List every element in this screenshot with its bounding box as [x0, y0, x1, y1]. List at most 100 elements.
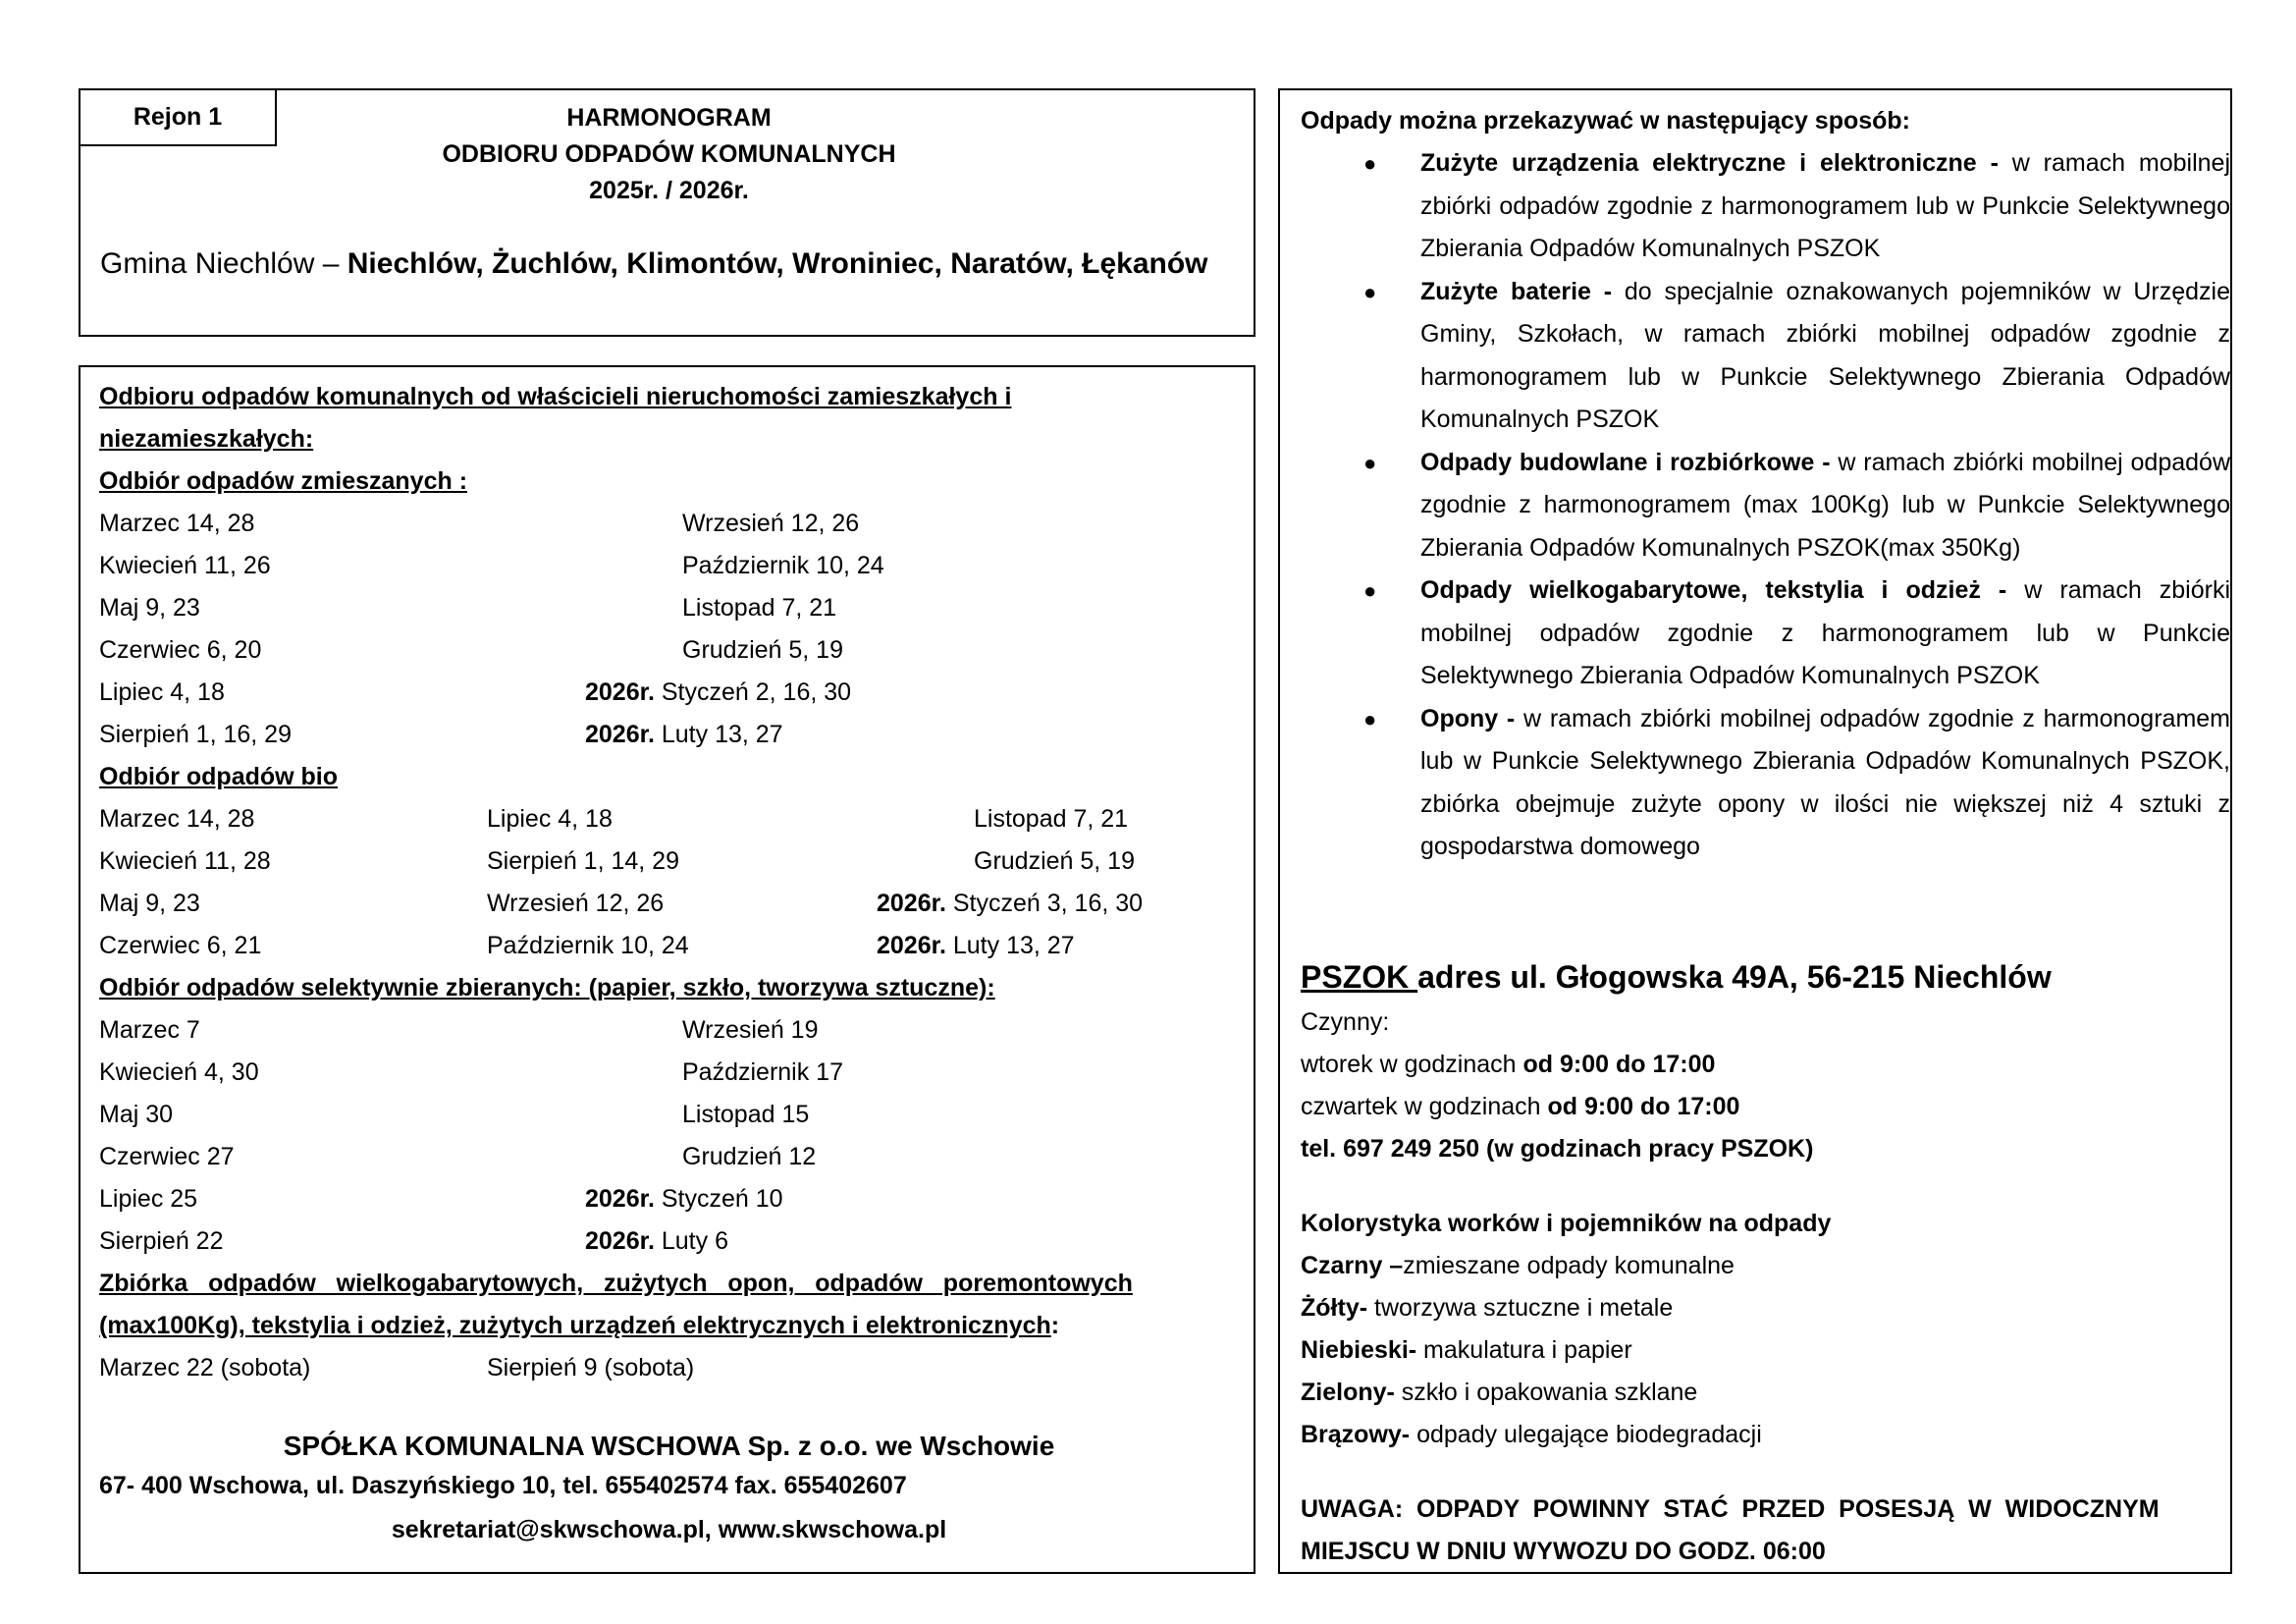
warning: UWAGA: ODPADY POWINNY STAĆ PRZED POSESJĄ… — [1301, 1489, 2212, 1573]
pszok-hours: czwartek w godzinach od 9:00 do 17:00 — [1301, 1086, 2212, 1128]
month-dates-right: Listopad 15 — [682, 1094, 809, 1136]
year-label: 2026r. — [877, 932, 946, 959]
schedule-row: Czerwiec 6, 21 Październik 10, 24 2026r. L… — [99, 925, 1233, 967]
color-item: Brązowy- odpady ulegające biodegradacji — [1301, 1414, 2212, 1456]
month-dates-right: 2026r. Luty 6 — [585, 1220, 728, 1263]
year-label: 2026r. — [585, 1185, 655, 1213]
document-title: HARMONOGRAM ODBIORU ODPADÓW KOMUNALNYCH … — [80, 100, 1257, 209]
method-description: do specjalnie oznakowanych pojemników w … — [1420, 277, 2230, 434]
schedule-row: Marzec 7 Wrzesień 19 — [99, 1009, 1233, 1052]
month-dates: Lipiec 25 — [99, 1185, 198, 1213]
gmina-places: Niechlów, Żuchlów, Klimontów, Wroniniec,… — [347, 247, 1208, 280]
bulky-colon: : — [1050, 1312, 1060, 1339]
month-dates: Październik 10, 24 — [487, 932, 689, 959]
month-dates: Grudzień 5, 19 — [682, 636, 843, 664]
month-dates: Marzec 7 — [99, 1016, 200, 1044]
company-name: SPÓŁKA KOMUNALNA WSCHOWA Sp. z o.o. we W… — [283, 1431, 1055, 1461]
month-dates-right: Grudzień 5, 19 — [974, 840, 1135, 883]
month-dates: Luty 13, 27 — [945, 932, 1075, 959]
bulky-date: Sierpień 9 (sobota) — [487, 1354, 695, 1381]
method-description: w ramach zbiórki mobilnej odpadów zgodni… — [1420, 704, 2230, 861]
year-label: 2026r. — [585, 1227, 655, 1255]
color-item: Niebieski- makulatura i papier — [1301, 1329, 2212, 1372]
month-dates: Sierpień 1, 14, 29 — [487, 847, 679, 875]
month-dates: Listopad 15 — [682, 1101, 810, 1128]
warning-line: MIEJSCU W DNIU WYWOZU DO GODZ. 06:00 — [1301, 1538, 1826, 1565]
month-dates-right: 2026r. Styczeń 10 — [585, 1178, 783, 1220]
method-description: w ramach mobilnej zbiórki odpadów zgodni… — [1420, 149, 2230, 262]
month-dates: Marzec 14, 28 — [99, 510, 255, 537]
pszok-heading: PSZOK adres ul. Głogowska 49A, 56-215 Ni… — [1301, 952, 2212, 1001]
colors-section: Kolorystyka worków i pojemników na odpad… — [1301, 1203, 2212, 1456]
disposal-method-item: ● Odpady budowlane i rozbiórkowe - w rama… — [1301, 442, 2230, 570]
bulky-heading: (max100Kg), tekstylia i odzież, zużytych… — [99, 1305, 1233, 1347]
schedule-row: Marzec 14, 28 Lipiec 4, 18 Listopad 7, 21 — [99, 798, 1233, 840]
colors-list: Czarny –zmieszane odpady komunalne Żółty-… — [1301, 1245, 2212, 1456]
color-description: tworzywa sztuczne i metale — [1367, 1294, 1674, 1322]
schedule-box: Odbioru odpadów komunalnych od właścicie… — [79, 365, 1255, 1574]
schedule-row: Czerwiec 6, 20 Grudzień 5, 19 — [99, 629, 1233, 672]
month-dates: Styczeń 10 — [654, 1185, 783, 1213]
bulky-heading: Zbiórka odpadów wielkogabarytowych, zuży… — [99, 1263, 1233, 1305]
hours-time: od 9:00 do 17:00 — [1547, 1093, 1740, 1120]
mixed-heading: Odbiór odpadów zmieszanych : — [99, 467, 468, 495]
schedule-content: Odbioru odpadów komunalnych od właścicie… — [99, 376, 1233, 1389]
month-dates: Maj 9, 23 — [99, 594, 200, 622]
color-name: Niebieski- — [1301, 1336, 1417, 1364]
schedule-row: Kwiecień 11, 26 Październik 10, 24 — [99, 545, 1233, 587]
gmina-prefix: Gmina Niechlów – — [100, 247, 347, 280]
month-dates-right: Grudzień 12 — [682, 1136, 816, 1178]
title-line: HARMONOGRAM — [566, 104, 772, 132]
month-dates: Czerwiec 27 — [99, 1143, 235, 1170]
company-contact: sekretariat@skwschowa.pl, www.skwschowa.… — [391, 1516, 947, 1543]
month-dates: Wrzesień 19 — [682, 1016, 819, 1044]
month-dates-right: Wrzesień 12, 26 — [682, 503, 859, 545]
month-dates: Wrzesień 12, 26 — [487, 890, 665, 917]
month-dates: Luty 6 — [654, 1227, 728, 1255]
intro-text: niezamieszkałych: — [99, 425, 314, 453]
color-description: odpady ulegające biodegradacji — [1410, 1421, 1762, 1448]
schedule-row: Maj 9, 23 Listopad 7, 21 — [99, 587, 1233, 629]
month-dates-right: 2026r. Luty 13, 27 — [585, 714, 783, 756]
month-dates-right: 2026r. Luty 13, 27 — [877, 925, 1075, 967]
month-dates: Grudzień 12 — [682, 1143, 817, 1170]
gmina-line: Gmina Niechlów – Niechlów, Żuchlów, Klim… — [100, 247, 1208, 281]
color-name: Czarny – — [1301, 1252, 1404, 1279]
mixed-schedule: Marzec 14, 28 Wrzesień 12, 26 Kwiecień 11,… — [99, 503, 1233, 756]
color-name: Żółty- — [1301, 1294, 1368, 1322]
month-dates: Kwiecień 11, 28 — [99, 847, 271, 875]
month-dates-right: Listopad 7, 21 — [974, 798, 1128, 840]
pszok-hours: wtorek w godzinach od 9:00 do 17:00 — [1301, 1044, 2212, 1086]
color-name: Zielony- — [1301, 1379, 1395, 1406]
schedule-row: Maj 30 Listopad 15 — [99, 1094, 1233, 1136]
schedule-row: Lipiec 4, 18 2026r. Styczeń 2, 16, 30 — [99, 672, 1233, 714]
color-item: Żółty- tworzywa sztuczne i metale — [1301, 1287, 2212, 1329]
month-dates: Luty 13, 27 — [654, 721, 783, 748]
hours-day: czwartek w godzinach — [1301, 1093, 1548, 1120]
month-dates: Maj 30 — [99, 1101, 174, 1128]
hours-time: od 9:00 do 17:00 — [1522, 1051, 1716, 1078]
pszok-phone: tel. 697 249 250 (w godzinach pracy PSZO… — [1301, 1135, 1814, 1163]
schedule-row: Kwiecień 4, 30 Październik 17 — [99, 1052, 1233, 1094]
bulky-date: Marzec 22 (sobota) — [99, 1354, 311, 1381]
header-box: Rejon 1 HARMONOGRAM ODBIORU ODPADÓW KOMU… — [79, 88, 1255, 337]
schedule-row: Sierpień 1, 16, 29 2026r. Luty 13, 27 — [99, 714, 1233, 756]
disposal-method-item: ● Zużyte urządzenia elektryczne i elektro… — [1301, 142, 2230, 271]
month-dates: Czerwiec 6, 20 — [99, 636, 262, 664]
bulky-dates: Marzec 22 (sobota) Sierpień 9 (sobota) — [99, 1347, 1233, 1389]
bullet-icon: ● — [1363, 706, 1377, 731]
month-dates: Marzec 14, 28 — [99, 805, 255, 833]
selective-schedule: Marzec 7 Wrzesień 19 Kwiecień 4, 30 Paździe… — [99, 1009, 1233, 1263]
schedule-row: Marzec 14, 28 Wrzesień 12, 26 — [99, 503, 1233, 545]
color-description: szkło i opakowania szklane — [1394, 1379, 1698, 1406]
month-dates: Kwiecień 4, 30 — [99, 1058, 259, 1086]
info-heading: Odpady można przekazywać w następujący s… — [1301, 107, 1911, 135]
bullet-icon: ● — [1363, 450, 1377, 475]
intro-text: Odbioru odpadów komunalnych od właścicie… — [99, 383, 1012, 410]
disposal-methods-list: ● Zużyte urządzenia elektryczne i elektro… — [1301, 142, 2230, 869]
info-box: Odpady można przekazywać w następujący s… — [1278, 88, 2232, 1574]
month-dates: Sierpień 22 — [99, 1227, 224, 1255]
month-dates: Sierpień 1, 16, 29 — [99, 721, 292, 748]
color-name: Brązowy- — [1301, 1421, 1411, 1448]
company-address: 67- 400 Wschowa, ul. Daszyńskiego 10, te… — [99, 1472, 907, 1499]
